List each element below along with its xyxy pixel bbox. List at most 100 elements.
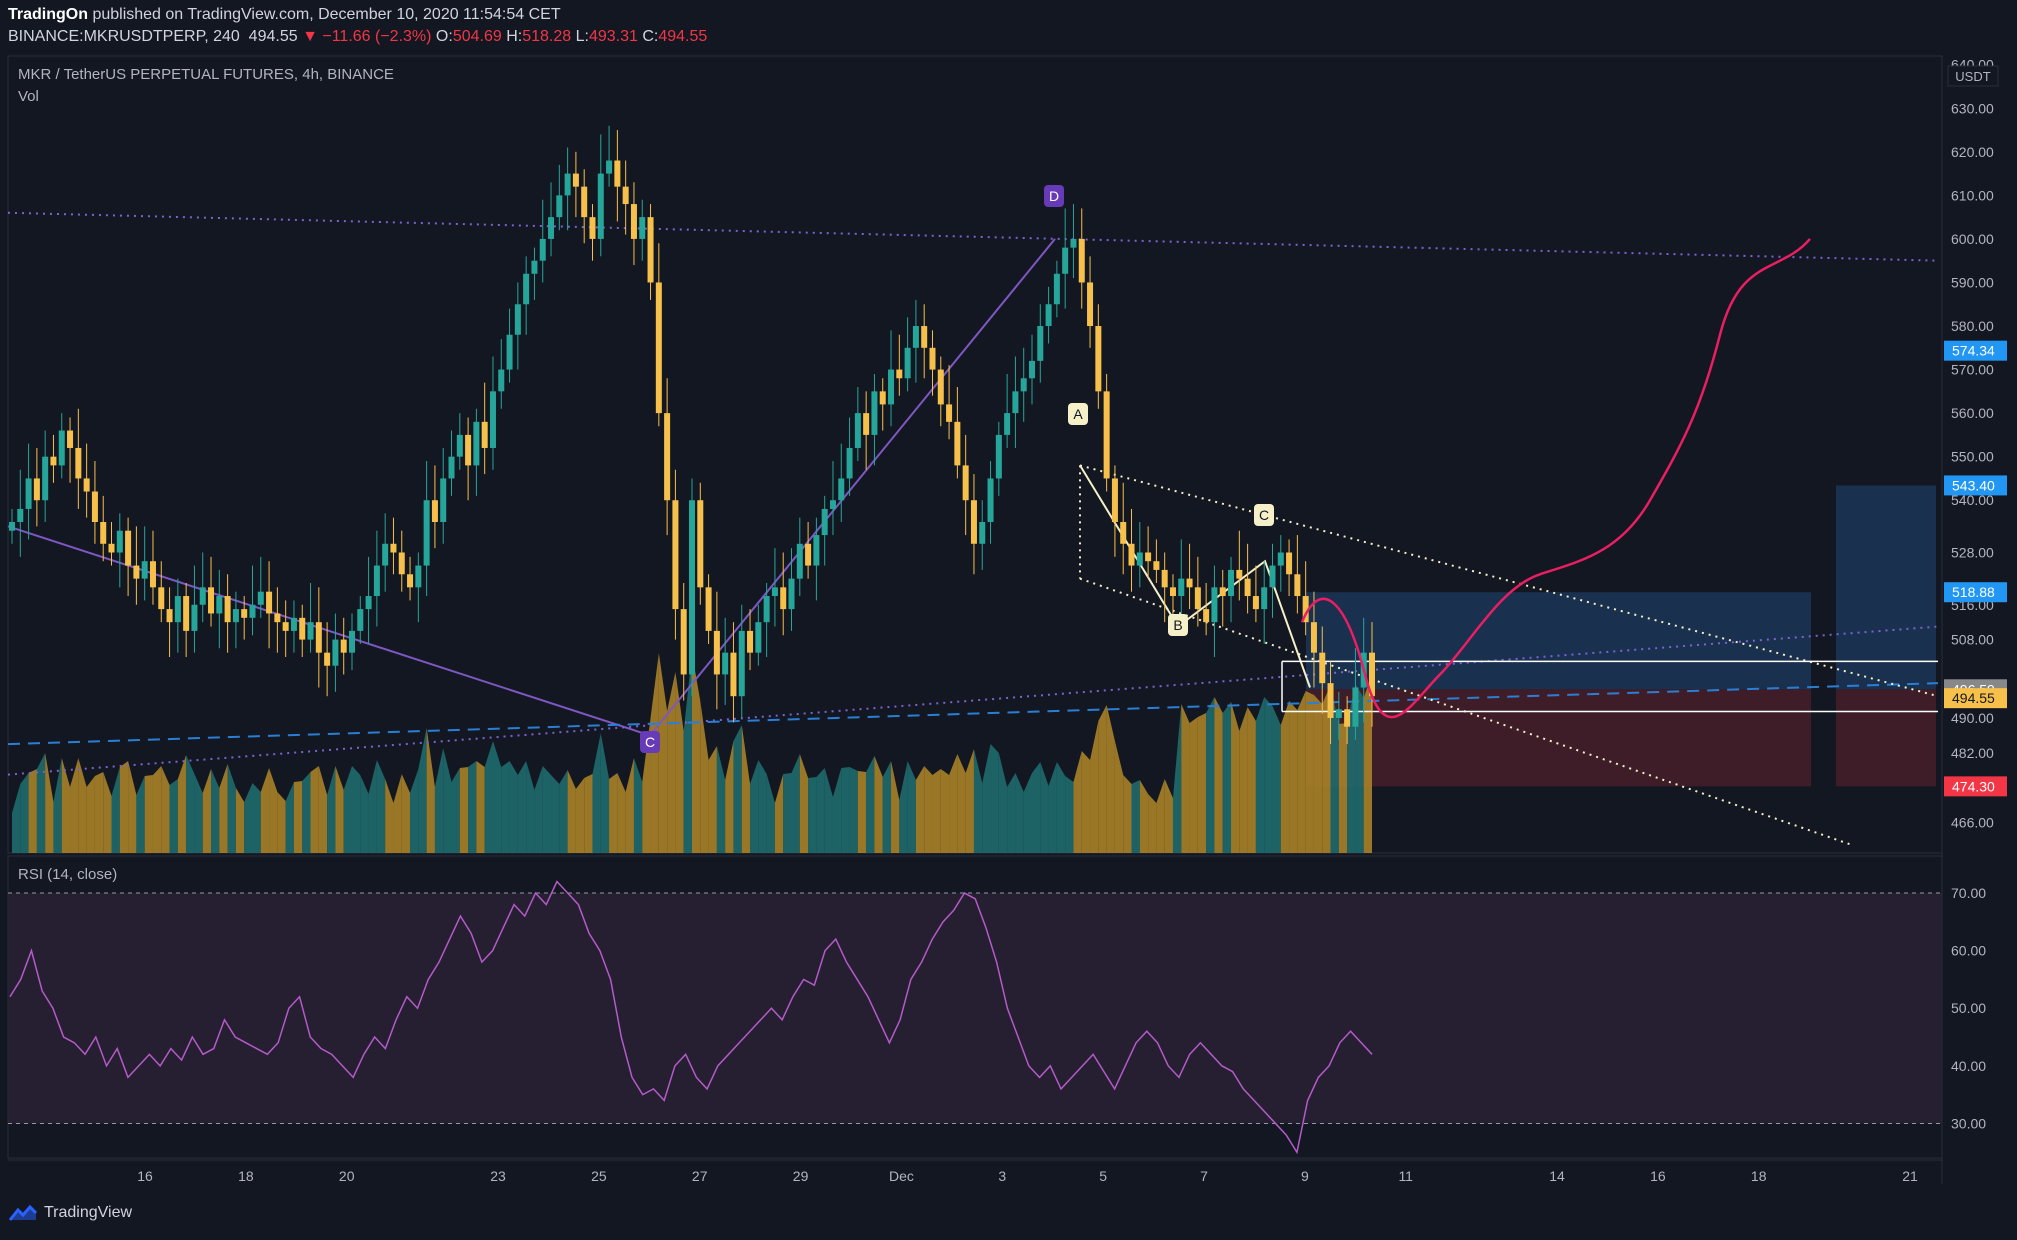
candle-body <box>548 217 555 239</box>
candle-body <box>929 347 936 370</box>
candle-body <box>357 609 364 631</box>
volume-bar <box>567 770 576 853</box>
symbol-name[interactable]: BINANCE:MKRUSDTPERP, 240 <box>8 28 240 45</box>
volume-bar <box>111 767 120 853</box>
candle-body <box>191 604 198 631</box>
volume-bar <box>940 769 950 853</box>
rsi-tick-label: 50.00 <box>1951 1000 1986 1016</box>
candle-body <box>1352 687 1359 727</box>
volume-bar <box>152 766 162 853</box>
volume-bar <box>758 760 767 853</box>
candle-body <box>1277 552 1284 566</box>
candle-body <box>1128 543 1135 566</box>
candle-body <box>183 596 190 631</box>
candle-body <box>987 478 994 523</box>
blue-dashed-line <box>7 682 1939 746</box>
volume-bar <box>882 761 892 853</box>
volume-bar <box>841 767 850 853</box>
volume-bar <box>1032 762 1041 853</box>
candle-body <box>863 413 870 435</box>
volume-bar <box>667 672 676 853</box>
volume-bar <box>949 754 958 853</box>
candle-body <box>564 173 571 196</box>
volume-bar <box>700 701 709 853</box>
footer-brand: TradingView <box>44 1204 133 1221</box>
candle-body <box>398 552 405 575</box>
candle-body <box>722 652 729 675</box>
candle-body <box>1012 391 1019 414</box>
volume-bar <box>1073 751 1082 853</box>
candle-body <box>473 421 480 466</box>
candle-body <box>1369 652 1375 697</box>
volume-bar <box>924 766 933 853</box>
candle-body <box>67 430 74 448</box>
volume-bar <box>733 725 742 853</box>
volume-bar <box>774 774 784 853</box>
candle-body <box>879 391 886 405</box>
volume-bar <box>799 754 809 853</box>
candle-body <box>199 587 206 605</box>
volume-bar <box>1289 701 1298 853</box>
candle-body <box>606 160 613 174</box>
candle-body <box>324 652 331 666</box>
candle-body <box>1319 652 1326 684</box>
candle-body <box>1062 247 1069 274</box>
volume-bar <box>1139 780 1149 853</box>
candle-body <box>854 413 861 448</box>
publisher-name[interactable]: TradingOn <box>8 6 88 23</box>
volume-bar <box>1040 762 1049 853</box>
volume-bar <box>443 748 452 853</box>
loss-zone-2 <box>1836 689 1936 787</box>
volume-bar <box>1305 691 1314 853</box>
candle-body <box>1029 360 1035 379</box>
rsi-tick-label: 70.00 <box>1951 885 1986 901</box>
candle-body <box>1103 391 1110 479</box>
volume-bar <box>1322 685 1331 853</box>
candle-body <box>697 500 704 588</box>
candle-body <box>208 587 215 614</box>
down-arrow-icon: ▼ <box>302 28 318 45</box>
volume-bar <box>1172 704 1182 853</box>
candle-body <box>1136 552 1143 566</box>
candle-body <box>738 630 745 697</box>
volume-bar <box>725 741 734 853</box>
candle-body <box>1161 569 1168 588</box>
candle-body <box>655 282 662 414</box>
volume-bar <box>675 672 684 853</box>
candle-body <box>937 369 944 405</box>
price-tick-label: 560.00 <box>1951 405 1994 421</box>
volume-bar <box>1114 741 1124 853</box>
volume-bar <box>219 764 228 853</box>
channel-upper <box>1079 464 1939 698</box>
volume-bar <box>177 755 187 853</box>
candle-body <box>846 447 853 479</box>
volume-bar <box>907 761 916 853</box>
volume-bar <box>1214 697 1223 853</box>
time-tick-label: 18 <box>238 1168 254 1184</box>
volume-bar <box>584 774 593 853</box>
price-tick-label: 550.00 <box>1951 449 1994 465</box>
candle-body <box>125 530 132 566</box>
candle-body <box>813 535 820 566</box>
candle-body <box>415 565 422 588</box>
rsi-tick-label: 60.00 <box>1951 943 1986 959</box>
time-tick-label: 9 <box>1301 1168 1309 1184</box>
candle-body <box>829 500 836 509</box>
candle-body <box>1286 552 1293 575</box>
price-marker <box>1944 582 2007 603</box>
candle-body <box>1327 683 1334 718</box>
high-label: H: <box>506 28 523 45</box>
candle-body <box>572 173 579 187</box>
volume-bar <box>418 728 427 853</box>
candle-body <box>780 587 787 610</box>
candle-body <box>25 478 32 509</box>
low-label: L: <box>575 28 589 45</box>
candle-body <box>290 617 297 631</box>
tradingview-footer[interactable]: TradingView <box>8 1204 132 1222</box>
volume-bar <box>385 779 394 853</box>
candle-body <box>689 500 695 675</box>
unit-label: USDT <box>1955 69 1990 84</box>
candle-body <box>1228 569 1235 597</box>
candle-body <box>1194 587 1201 610</box>
